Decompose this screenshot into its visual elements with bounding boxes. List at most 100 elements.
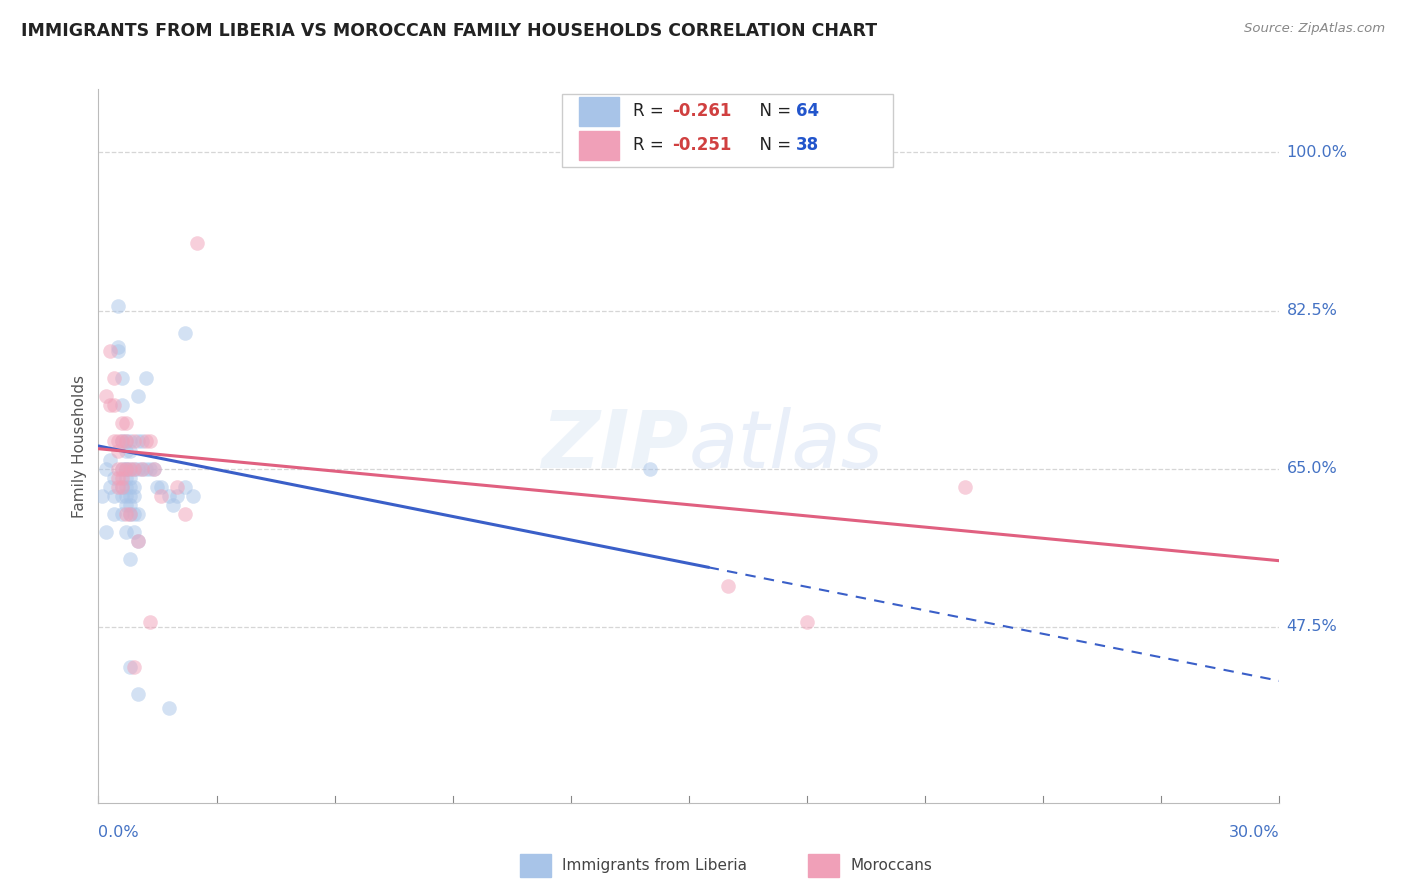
- Text: -0.251: -0.251: [672, 136, 731, 154]
- Point: [127, 533, 149, 548]
- Text: IMMIGRANTS FROM LIBERIA VS MOROCCAN FAMILY HOUSEHOLDS CORRELATION CHART: IMMIGRANTS FROM LIBERIA VS MOROCCAN FAMI…: [21, 22, 877, 40]
- Text: 64: 64: [796, 103, 818, 120]
- Point: [98, 344, 121, 359]
- Point: [122, 461, 145, 475]
- Point: [111, 371, 134, 385]
- Point: [111, 434, 134, 449]
- Point: [107, 461, 129, 475]
- Text: Immigrants from Liberia: Immigrants from Liberia: [562, 858, 748, 872]
- Point: [98, 480, 121, 494]
- Text: ZIP: ZIP: [541, 407, 689, 485]
- Point: [174, 326, 197, 340]
- Point: [131, 461, 153, 475]
- Point: [638, 461, 661, 475]
- Point: [181, 489, 204, 503]
- Point: [127, 507, 149, 521]
- Point: [142, 461, 165, 475]
- Point: [135, 434, 157, 449]
- Point: [111, 470, 134, 484]
- Point: [118, 470, 141, 484]
- Point: [118, 498, 141, 512]
- Point: [115, 443, 138, 458]
- Point: [115, 461, 138, 475]
- Point: [135, 461, 157, 475]
- Point: [115, 524, 138, 539]
- Point: [107, 299, 129, 313]
- Text: 47.5%: 47.5%: [1286, 619, 1337, 634]
- Point: [111, 480, 134, 494]
- Point: [107, 470, 129, 484]
- Point: [107, 480, 129, 494]
- Point: [122, 524, 145, 539]
- Point: [118, 660, 141, 674]
- Point: [103, 489, 125, 503]
- Point: [96, 524, 118, 539]
- Text: R =: R =: [633, 136, 669, 154]
- Point: [115, 480, 138, 494]
- Text: N =: N =: [749, 136, 797, 154]
- Point: [118, 489, 141, 503]
- Point: [111, 461, 134, 475]
- Point: [107, 340, 129, 354]
- Point: [122, 434, 145, 449]
- Point: [138, 434, 160, 449]
- Point: [135, 371, 157, 385]
- Text: -0.261: -0.261: [672, 103, 731, 120]
- Point: [115, 461, 138, 475]
- Point: [115, 434, 138, 449]
- Text: Moroccans: Moroccans: [851, 858, 932, 872]
- Point: [174, 480, 197, 494]
- Point: [103, 371, 125, 385]
- Point: [111, 489, 134, 503]
- Point: [103, 507, 125, 521]
- Point: [96, 461, 118, 475]
- Point: [131, 461, 153, 475]
- Point: [111, 398, 134, 412]
- Point: [115, 489, 138, 503]
- Point: [103, 434, 125, 449]
- Text: 30.0%: 30.0%: [1229, 825, 1279, 840]
- Point: [127, 687, 149, 701]
- Point: [115, 417, 138, 431]
- Text: 38: 38: [796, 136, 818, 154]
- Point: [115, 470, 138, 484]
- Point: [118, 507, 141, 521]
- Text: 100.0%: 100.0%: [1286, 145, 1347, 160]
- Text: Source: ZipAtlas.com: Source: ZipAtlas.com: [1244, 22, 1385, 36]
- Point: [138, 615, 160, 629]
- Point: [91, 489, 114, 503]
- Point: [146, 480, 169, 494]
- Point: [118, 434, 141, 449]
- Point: [118, 461, 141, 475]
- Point: [122, 461, 145, 475]
- Point: [98, 452, 121, 467]
- Point: [103, 398, 125, 412]
- Point: [127, 389, 149, 403]
- Text: 82.5%: 82.5%: [1286, 303, 1337, 318]
- Text: 65.0%: 65.0%: [1286, 461, 1337, 476]
- Text: R =: R =: [633, 103, 669, 120]
- Point: [118, 507, 141, 521]
- Point: [115, 498, 138, 512]
- Text: atlas: atlas: [689, 407, 884, 485]
- Point: [150, 489, 173, 503]
- Point: [122, 507, 145, 521]
- Point: [103, 470, 125, 484]
- Point: [150, 480, 173, 494]
- Point: [127, 434, 149, 449]
- Point: [118, 480, 141, 494]
- Point: [115, 461, 138, 475]
- Point: [162, 498, 184, 512]
- Point: [96, 389, 118, 403]
- Point: [111, 507, 134, 521]
- Point: [142, 461, 165, 475]
- Point: [107, 344, 129, 359]
- Point: [157, 489, 180, 503]
- Point: [953, 480, 976, 494]
- Point: [115, 507, 138, 521]
- Point: [122, 660, 145, 674]
- Point: [111, 417, 134, 431]
- Point: [127, 461, 149, 475]
- Point: [127, 533, 149, 548]
- Point: [166, 489, 188, 503]
